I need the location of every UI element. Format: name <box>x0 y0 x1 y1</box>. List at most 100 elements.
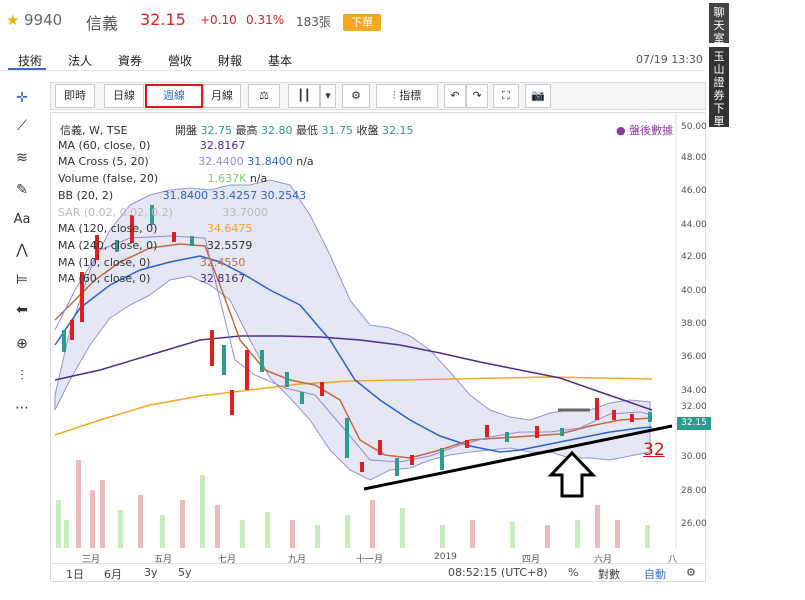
legend-bb[interactable]: BB (20, 2) 31.8400 33.4257 30.2543 <box>58 189 306 202</box>
y-tick-label: 38.00 <box>681 319 707 329</box>
trade-volume: 183張 <box>296 15 331 29</box>
redo-icon[interactable]: ↷ <box>466 84 488 108</box>
volume-bar <box>595 505 600 548</box>
candle <box>345 418 349 458</box>
range-1d-button[interactable]: 1日 <box>66 568 84 581</box>
fibonacci-icon[interactable]: ≋ <box>16 150 28 166</box>
stock-price: 32.15 <box>140 10 186 29</box>
stock-name: 信義 <box>86 14 119 33</box>
auto-scale-toggle[interactable]: 自動 <box>644 568 666 581</box>
text-tool-icon[interactable]: Aa <box>13 212 31 227</box>
brush-icon[interactable]: ✎ <box>16 182 28 198</box>
last-price-tag: 32.15 <box>677 417 711 430</box>
after-hours-data-link[interactable]: ● 盤後數據 <box>616 124 674 137</box>
y-tick-label: 28.00 <box>681 486 707 496</box>
legend-ma120[interactable]: MA (120, close, 0) 34.6475 <box>58 222 252 235</box>
legend-ma240[interactable]: MA (240, close, 0) 32.5579 <box>58 239 252 252</box>
candle <box>465 440 469 448</box>
range-5y-button[interactable]: 5y <box>178 566 192 579</box>
x-tick-label: 2019 <box>434 552 457 562</box>
indicator-bars-icon: ⫶ <box>392 89 400 102</box>
legend-ma60b[interactable]: MA (60, close, 0) 32.8167 <box>58 272 245 285</box>
range-6m-button[interactable]: 6月 <box>104 568 122 581</box>
y-tick-label: 50.00 <box>681 122 707 132</box>
indicators-button[interactable]: ⫶ 指標 <box>376 84 438 108</box>
legend-ma120-label: MA (120, close, 0) <box>58 222 158 235</box>
candle-type-icon[interactable]: ┃┃ <box>288 84 320 108</box>
candle <box>115 240 119 252</box>
x-tick-label: 五月 <box>154 555 173 565</box>
legend-bb-v3: 30.2543 <box>260 189 307 202</box>
price-annotation: 32 <box>643 440 665 460</box>
tab-margin[interactable]: 資券 <box>118 54 143 68</box>
support-trendline <box>363 424 673 491</box>
volume-bar <box>64 520 69 548</box>
legend-volume[interactable]: Volume (false, 20) 1.637K n/a <box>58 172 267 185</box>
candle <box>440 448 444 470</box>
candle <box>230 390 234 415</box>
tab-financials[interactable]: 財報 <box>218 54 243 68</box>
gear-icon[interactable]: ⚙ <box>342 84 370 108</box>
compare-scale-icon[interactable]: ⚖ <box>248 84 280 108</box>
favorite-star-icon[interactable]: ★ <box>6 11 20 29</box>
legend-ma60[interactable]: MA (60, close, 0) 32.8167 <box>58 139 245 152</box>
fullscreen-icon[interactable]: ⛶ <box>493 84 519 108</box>
y-tick-label: 32.00 <box>681 402 707 412</box>
camera-icon[interactable]: 📷 <box>525 84 551 108</box>
y-tick-label: 46.00 <box>681 186 707 196</box>
volume-bar <box>400 508 405 548</box>
up-arrow-annotation <box>547 450 597 498</box>
arrow-left-icon[interactable]: ⬅ <box>16 302 28 318</box>
tab-monthly[interactable]: 月線 <box>203 84 241 108</box>
percent-scale-toggle[interactable]: % <box>568 566 579 579</box>
tab-technical[interactable]: 技術 <box>18 54 43 68</box>
candle <box>378 440 382 455</box>
prediction-icon[interactable]: ⊨ <box>15 272 29 288</box>
quote-datetime: 07/19 13:30 <box>636 53 703 66</box>
volume-bar <box>76 460 81 548</box>
y-tick-label: 26.00 <box>681 519 707 529</box>
volume-bar <box>240 520 245 548</box>
ma-60-line <box>54 335 653 411</box>
tab-institutional[interactable]: 法人 <box>68 54 93 68</box>
log-scale-toggle[interactable]: 對數 <box>598 568 620 581</box>
chart-area[interactable] <box>50 112 706 582</box>
volume-bar <box>180 500 185 548</box>
settings-gear-icon[interactable]: ⚙ <box>686 566 696 579</box>
legend-ma10[interactable]: MA (10, close, 0) 32.4550 <box>58 256 245 269</box>
volume-bar <box>345 515 350 548</box>
zoom-in-icon[interactable]: ⊕ <box>16 336 28 352</box>
legend-bb-v1: 31.8400 <box>162 189 209 202</box>
volume-bars <box>56 460 650 548</box>
more-icon[interactable]: ⋯ <box>15 400 29 416</box>
tab-intraday[interactable]: 即時 <box>55 84 95 108</box>
tab-daily[interactable]: 日線 <box>104 84 144 108</box>
legend-volume-value: 1.637K <box>207 172 247 185</box>
tab-basic[interactable]: 基本 <box>268 54 293 68</box>
chevron-down-icon[interactable]: ▾ <box>320 84 336 108</box>
tab-revenue[interactable]: 營收 <box>168 54 193 68</box>
legend-sar-value: 33.7000 <box>222 206 268 219</box>
ma-20-line <box>54 255 653 453</box>
tab-weekly[interactable]: 週線 <box>145 84 203 108</box>
broker-order-tab[interactable]: 玉山證券下單 <box>709 47 729 128</box>
order-button[interactable]: 下單 <box>343 14 381 31</box>
trendline-icon[interactable]: ⟋ <box>17 118 27 134</box>
pattern-icon[interactable]: ⋀ <box>16 242 28 258</box>
legend-main[interactable]: 信義, W, TSE 開盤 32.75 最高 32.80 最低 31.75 收盤… <box>60 122 414 138</box>
range-3y-button[interactable]: 3y <box>144 566 158 579</box>
measure-icon[interactable]: ⫶ <box>20 368 24 384</box>
legend-close-label: 收盤 <box>356 124 379 137</box>
chat-room-tab[interactable]: 聊天室 <box>709 3 729 45</box>
volume-bar <box>545 525 550 548</box>
legend-macross[interactable]: MA Cross (5, 20) 32.4400 31.8400 n/a <box>58 155 314 168</box>
candlesticks <box>62 205 652 476</box>
legend-macross-label: MA Cross (5, 20) <box>58 155 149 168</box>
active-tab-indicator <box>8 68 46 70</box>
undo-icon[interactable]: ↶ <box>444 84 466 108</box>
volume-bar <box>315 525 320 548</box>
legend-sar[interactable]: SAR (0.02, 0.02, 0.2) 33.7000 <box>58 206 268 219</box>
candle <box>560 428 564 436</box>
candle <box>595 398 599 420</box>
crosshair-icon[interactable]: ✛ <box>16 90 28 106</box>
